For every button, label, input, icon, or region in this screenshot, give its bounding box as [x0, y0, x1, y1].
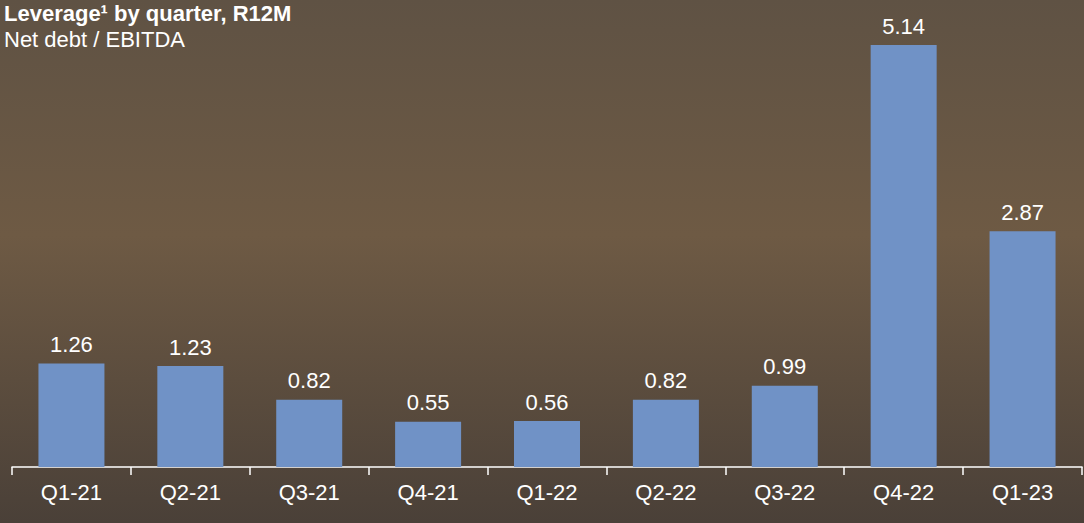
- svg-text:Q4-21: Q4-21: [398, 480, 459, 505]
- svg-text:Q3-21: Q3-21: [279, 480, 340, 505]
- svg-text:0.55: 0.55: [407, 390, 450, 415]
- svg-text:0.82: 0.82: [644, 368, 687, 393]
- svg-text:5.14: 5.14: [882, 14, 925, 39]
- svg-text:Q2-21: Q2-21: [160, 480, 221, 505]
- svg-text:Q2-22: Q2-22: [635, 480, 696, 505]
- svg-text:0.99: 0.99: [763, 354, 806, 379]
- svg-text:Q1-21: Q1-21: [41, 480, 102, 505]
- svg-text:Q1-23: Q1-23: [992, 480, 1053, 505]
- svg-text:0.82: 0.82: [288, 368, 331, 393]
- svg-text:Leverage¹ by quarter, R12M: Leverage¹ by quarter, R12M: [4, 1, 291, 26]
- svg-text:2.87: 2.87: [1001, 200, 1044, 225]
- svg-text:Q1-22: Q1-22: [516, 480, 577, 505]
- svg-text:1.26: 1.26: [50, 332, 93, 357]
- svg-text:0.56: 0.56: [526, 390, 569, 415]
- svg-text:Q3-22: Q3-22: [754, 480, 815, 505]
- svg-text:1.23: 1.23: [169, 335, 212, 360]
- svg-text:Q4-22: Q4-22: [873, 480, 934, 505]
- svg-text:Net debt / EBITDA: Net debt / EBITDA: [4, 27, 185, 52]
